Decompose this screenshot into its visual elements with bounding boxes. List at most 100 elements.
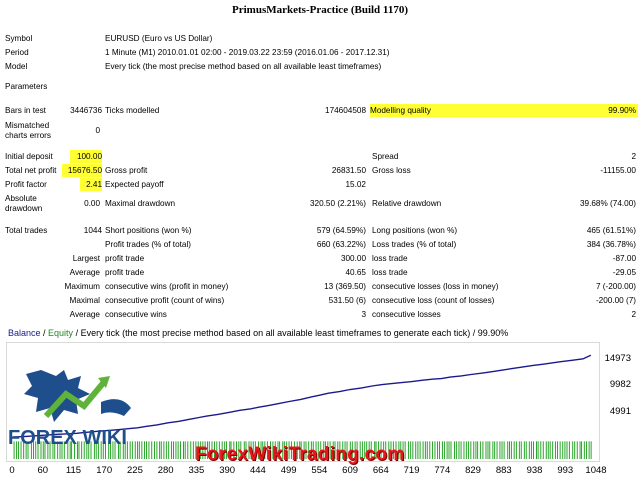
trade-bar xyxy=(293,441,295,460)
trade-bar xyxy=(59,441,61,460)
trade-bar xyxy=(446,441,448,460)
trade-bar xyxy=(131,441,133,460)
absolute-drawdown-value: 0.00 xyxy=(84,199,100,208)
trade-bar xyxy=(356,441,358,460)
max-cons-losses-value: 7 (-200.00) xyxy=(595,282,636,291)
legend-description: / Every tick (the most precise method ba… xyxy=(73,328,509,338)
trade-bar xyxy=(118,441,120,460)
trade-bar xyxy=(576,441,578,460)
trade-bar xyxy=(148,441,150,460)
trade-bar xyxy=(218,441,220,460)
trade-bar xyxy=(195,441,197,460)
largest-label: Largest xyxy=(72,254,100,263)
logo-text: FOREX WIKI xyxy=(8,427,127,449)
trade-bar xyxy=(410,441,412,460)
long-positions-value: 465 (61.51%) xyxy=(586,226,636,235)
maximum-row: Maximum consecutive wins (profit in mone… xyxy=(0,280,640,293)
trade-bar xyxy=(248,441,250,460)
report-title: PrimusMarkets-Practice (Build 1170) xyxy=(232,4,408,16)
trade-bar xyxy=(509,441,511,460)
chart-legend: Balance / Equity / Every tick (the most … xyxy=(8,328,508,338)
trade-bar xyxy=(20,441,22,460)
bars-row: Bars in test 3446736 Ticks modelled 1746… xyxy=(0,104,640,117)
trade-bar xyxy=(510,441,512,460)
trade-bar xyxy=(507,441,509,460)
period-value: 1 Minute (M1) 2010.01.01 02:00 - 2019.03… xyxy=(105,48,390,57)
trade-bar xyxy=(187,441,189,460)
trade-bar xyxy=(424,441,426,460)
trade-bar xyxy=(320,441,322,460)
parameters-label: Parameters xyxy=(5,82,48,91)
trade-bar xyxy=(422,441,424,460)
trade-bar xyxy=(175,441,177,460)
trade-bar xyxy=(450,441,452,460)
trade-bar xyxy=(126,441,128,460)
trade-bar xyxy=(159,441,161,460)
trade-bar xyxy=(375,441,377,460)
trade-bar xyxy=(262,441,264,460)
trade-bar xyxy=(581,441,583,460)
trade-bar xyxy=(240,441,242,460)
bars-label: Bars in test xyxy=(5,106,46,115)
bars-value: 3446736 xyxy=(70,106,102,115)
net-profit-value: 15676.50 xyxy=(62,164,102,177)
total-trades-value: 1044 xyxy=(83,226,102,235)
model-row: Model Every tick (the most precise metho… xyxy=(0,60,640,73)
trade-bar xyxy=(431,441,433,460)
y-tick-label: 4991 xyxy=(609,405,631,417)
trade-bar xyxy=(225,441,227,460)
trade-bar xyxy=(229,441,231,460)
trade-bar xyxy=(27,441,29,460)
trade-bar xyxy=(518,441,520,460)
trade-bar xyxy=(434,441,436,460)
profit-factor-row: Profit factor 2.41 Expected payoff 15.02 xyxy=(0,178,640,191)
maximal-drawdown-value: 320.50 (2.21%) xyxy=(310,199,366,208)
trade-bar xyxy=(470,441,472,460)
trade-bar xyxy=(426,441,428,460)
max-cons-wins-value: 13 (369.50) xyxy=(324,282,366,291)
trade-bar xyxy=(44,441,46,460)
trade-bar xyxy=(332,441,334,460)
trade-bar xyxy=(398,441,400,460)
trade-bar xyxy=(344,441,346,460)
profit-trades-value: 660 (63.22%) xyxy=(316,240,366,249)
trade-bar xyxy=(30,441,32,460)
gross-loss-value: -11155.00 xyxy=(600,166,636,175)
x-tick-label: 0 xyxy=(9,465,15,476)
trade-bar xyxy=(112,441,114,460)
trade-bar xyxy=(258,441,260,460)
trade-bar xyxy=(42,441,44,460)
x-tick-label: 719 xyxy=(403,465,420,476)
trade-bar xyxy=(482,441,484,460)
profit-factor-value: 2.41 xyxy=(80,178,102,191)
trade-bar xyxy=(315,441,317,460)
trade-bar xyxy=(274,441,276,460)
trade-bar xyxy=(380,441,382,460)
symbol-row: Symbol EURUSD (Euro vs US Dollar) xyxy=(0,32,640,45)
trade-bar xyxy=(417,441,419,460)
trade-bar xyxy=(40,441,42,460)
largest-profit-label: profit trade xyxy=(105,254,145,263)
trade-bar xyxy=(402,441,404,460)
trade-bar xyxy=(395,441,397,460)
trade-bar xyxy=(586,441,588,460)
trade-bar xyxy=(254,441,256,460)
trade-bar xyxy=(439,441,441,460)
trade-bar xyxy=(334,441,336,460)
trade-bar xyxy=(93,441,95,460)
trade-bar xyxy=(354,441,356,460)
trade-bar xyxy=(337,441,339,460)
trade-bar xyxy=(245,441,247,460)
model-label: Model xyxy=(5,62,28,71)
x-tick-label: 115 xyxy=(65,465,82,476)
trade-bar xyxy=(463,441,465,460)
legend-balance: Balance xyxy=(8,328,41,338)
trade-bar xyxy=(378,441,380,460)
trade-bar xyxy=(545,441,547,460)
trade-bar xyxy=(71,441,73,460)
trade-bar xyxy=(388,441,390,460)
trade-bar xyxy=(57,441,59,460)
trade-bar xyxy=(536,441,538,460)
trade-bar xyxy=(374,441,376,460)
trade-bar xyxy=(366,441,368,460)
